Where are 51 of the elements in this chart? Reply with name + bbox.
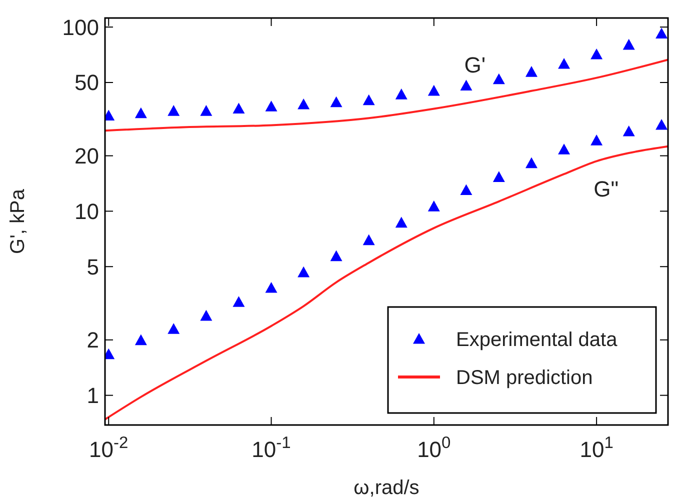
y-tick-label: 10 (74, 198, 99, 224)
y-axis-title: G', kPa (7, 188, 29, 254)
point (525, 66, 538, 77)
point (622, 38, 635, 50)
point (232, 102, 245, 114)
x-tick-label: 10$^{1}$ (580, 434, 614, 462)
point (590, 134, 603, 146)
y-tick-label: 1 (86, 383, 99, 408)
y-tick-label: 50 (74, 70, 99, 96)
point (428, 84, 440, 96)
point (656, 118, 668, 130)
point (265, 282, 278, 293)
point (134, 107, 147, 118)
point (168, 105, 180, 116)
point (200, 310, 212, 321)
point (558, 144, 570, 154)
point (395, 216, 408, 228)
annotation: G" (594, 176, 619, 202)
point (395, 88, 408, 100)
annotation: G' (464, 52, 486, 78)
point (590, 48, 603, 60)
point (460, 184, 472, 196)
point (232, 296, 245, 307)
x-axis-title: ω,rad/s (354, 477, 420, 499)
point (200, 105, 212, 116)
point (460, 80, 472, 91)
point (330, 250, 342, 262)
point (168, 323, 180, 334)
point (330, 96, 342, 108)
point (298, 266, 310, 278)
point (362, 94, 375, 106)
x-tick-label: 10$^{-2}$ (89, 434, 128, 462)
point (525, 157, 538, 168)
x-tick-label: 10$^{0}$ (417, 434, 451, 462)
point (622, 125, 635, 136)
y-tick-label: 100 (62, 14, 99, 40)
point (558, 58, 570, 69)
y-tick-label: 5 (86, 254, 99, 280)
point (492, 171, 505, 182)
point (656, 28, 668, 39)
legend-label: Experimental data (456, 329, 618, 351)
point (492, 73, 505, 84)
x-tick-label: 10$^{-1}$ (252, 434, 291, 462)
point (428, 200, 440, 212)
point (134, 334, 147, 346)
point (362, 234, 375, 246)
y-tick-label: 2 (86, 328, 99, 353)
legend-label: DSM prediction (456, 367, 593, 389)
point (298, 98, 310, 110)
point (265, 100, 278, 112)
y-tick-label: 20 (74, 143, 99, 168)
